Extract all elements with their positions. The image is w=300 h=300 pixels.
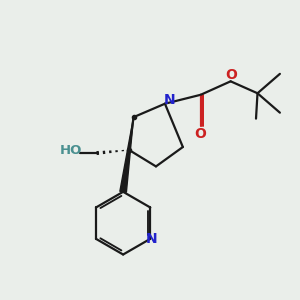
- Text: HO: HO: [60, 144, 82, 157]
- Text: O: O: [225, 68, 237, 82]
- Text: N: N: [146, 232, 158, 246]
- Polygon shape: [120, 117, 134, 192]
- Text: N: N: [164, 93, 176, 107]
- Text: O: O: [194, 128, 206, 142]
